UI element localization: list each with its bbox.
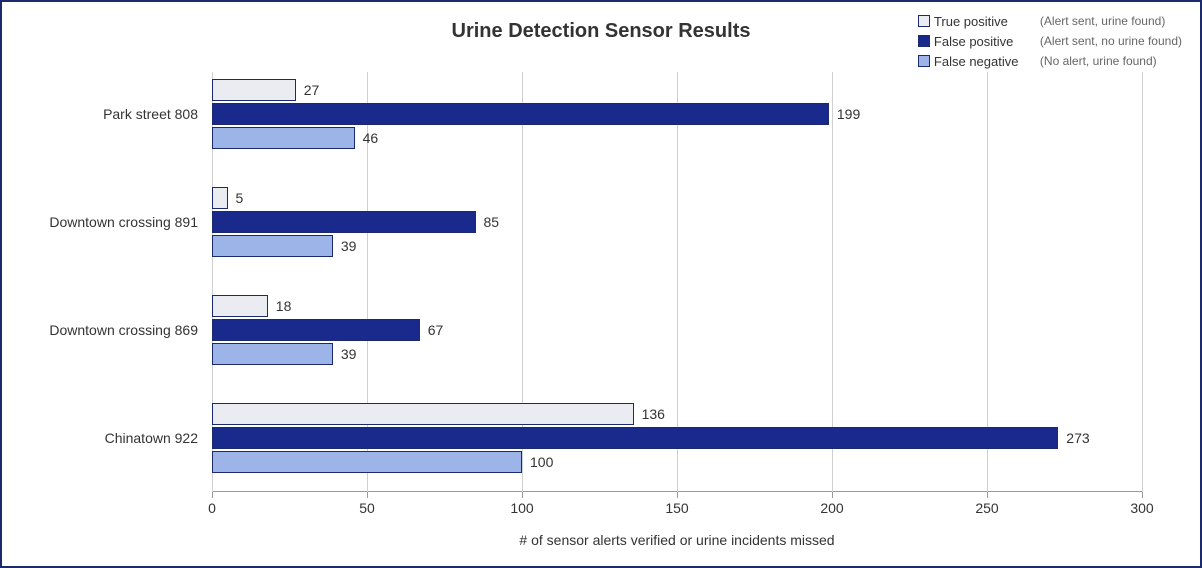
bar-true_positive xyxy=(212,187,228,209)
legend-swatch-true-positive xyxy=(918,15,930,27)
bar-true_positive xyxy=(212,403,634,425)
legend-label: False negative xyxy=(934,54,1034,69)
legend-swatch-false-negative xyxy=(918,55,930,67)
bar-false_positive xyxy=(212,103,829,125)
bar-value-label: 39 xyxy=(341,343,357,365)
y-category-label: Downtown crossing 891 xyxy=(12,214,212,230)
x-tick-label: 200 xyxy=(820,500,843,516)
bar-false_negative xyxy=(212,451,522,473)
bar-value-label: 199 xyxy=(837,103,860,125)
legend-label: True positive xyxy=(934,14,1034,29)
bar-value-label: 85 xyxy=(484,211,500,233)
legend-desc: (No alert, urine found) xyxy=(1040,54,1157,68)
x-tick-label: 0 xyxy=(208,500,216,516)
bar-value-label: 136 xyxy=(642,403,665,425)
bar-false_positive xyxy=(212,427,1058,449)
y-category-label: Downtown crossing 869 xyxy=(12,322,212,338)
bar-true_positive xyxy=(212,79,296,101)
x-tick-mark xyxy=(212,492,213,498)
legend-item-false-negative: False negative (No alert, urine found) xyxy=(918,52,1182,70)
x-tick-label: 50 xyxy=(359,500,375,516)
x-tick-label: 300 xyxy=(1130,500,1153,516)
y-category-label: Park street 808 xyxy=(12,106,212,122)
legend-item-true-positive: True positive (Alert sent, urine found) xyxy=(918,12,1182,30)
x-axis-title: # of sensor alerts verified or urine inc… xyxy=(212,532,1142,548)
bar-value-label: 100 xyxy=(530,451,553,473)
bar-false_negative xyxy=(212,127,355,149)
bar-false_negative xyxy=(212,235,333,257)
legend-item-false-positive: False positive (Alert sent, no urine fou… xyxy=(918,32,1182,50)
y-category-label: Chinatown 922 xyxy=(12,430,212,446)
bar-value-label: 5 xyxy=(236,187,244,209)
legend-desc: (Alert sent, urine found) xyxy=(1040,14,1165,28)
bar-true_positive xyxy=(212,295,268,317)
bar-value-label: 67 xyxy=(428,319,444,341)
x-tick-label: 150 xyxy=(665,500,688,516)
bar-value-label: 273 xyxy=(1066,427,1089,449)
legend-swatch-false-positive xyxy=(918,35,930,47)
bar-false_negative xyxy=(212,343,333,365)
bar-value-label: 18 xyxy=(276,295,292,317)
legend-desc: (Alert sent, no urine found) xyxy=(1040,34,1182,48)
x-tick-mark xyxy=(1142,492,1143,498)
x-tick-label: 100 xyxy=(510,500,533,516)
chart-container: Urine Detection Sensor Results True posi… xyxy=(0,0,1202,568)
bar-value-label: 46 xyxy=(363,127,379,149)
bar-false_positive xyxy=(212,211,476,233)
legend-label: False positive xyxy=(934,34,1034,49)
bar-value-label: 39 xyxy=(341,235,357,257)
x-tick-mark xyxy=(677,492,678,498)
x-tick-mark xyxy=(832,492,833,498)
x-tick-mark xyxy=(522,492,523,498)
bar-false_positive xyxy=(212,319,420,341)
plot-area: # of sensor alerts verified or urine inc… xyxy=(212,72,1142,492)
bar-value-label: 27 xyxy=(304,79,320,101)
x-tick-mark xyxy=(367,492,368,498)
x-tick-label: 250 xyxy=(975,500,998,516)
legend: True positive (Alert sent, urine found) … xyxy=(918,12,1182,72)
gridline xyxy=(1142,72,1143,492)
x-tick-mark xyxy=(987,492,988,498)
